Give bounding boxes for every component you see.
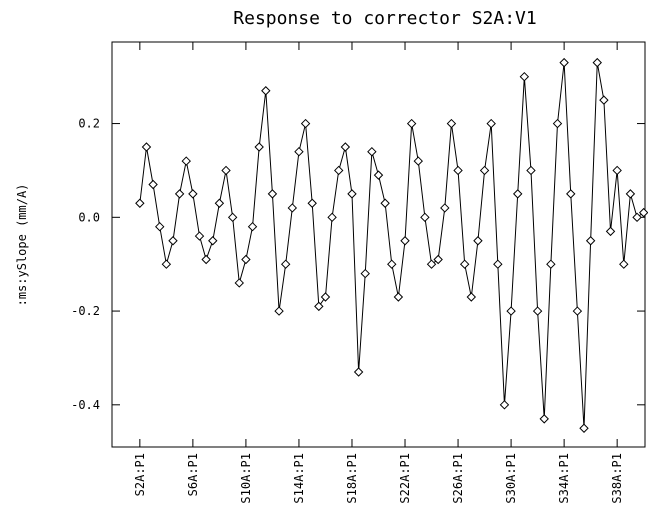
y-tick-label: 0.2	[78, 117, 100, 131]
point-marker	[513, 189, 523, 199]
point-marker	[612, 165, 622, 176]
point-marker	[267, 189, 278, 199]
point-marker	[188, 189, 198, 199]
point-marker	[168, 236, 178, 246]
point-marker	[519, 71, 530, 82]
point-marker	[274, 306, 284, 316]
point-marker	[552, 118, 563, 129]
point-marker	[208, 236, 218, 246]
x-tick-label: S6A:P1	[186, 453, 200, 496]
point-marker	[234, 278, 244, 288]
point-marker	[420, 212, 430, 223]
point-marker	[194, 231, 205, 241]
point-marker	[320, 292, 331, 302]
point-marker	[585, 236, 596, 246]
point-marker	[406, 118, 417, 129]
point-marker	[373, 170, 384, 180]
point-marker	[566, 189, 576, 199]
point-marker	[473, 236, 483, 246]
point-marker	[280, 259, 291, 269]
point-marker	[433, 254, 443, 265]
point-marker	[426, 259, 437, 269]
point-marker	[486, 118, 496, 129]
point-marker	[413, 156, 423, 166]
point-marker	[314, 301, 324, 312]
point-marker	[559, 57, 569, 68]
point-marker	[340, 142, 351, 152]
x-tick-label: S22A:P1	[398, 453, 412, 504]
point-marker	[400, 236, 410, 246]
y-tick-label: 0.0	[78, 210, 100, 224]
point-marker	[638, 207, 648, 218]
point-marker	[572, 306, 583, 316]
point-marker	[181, 156, 191, 166]
x-tick-label: S2A:P1	[133, 453, 147, 496]
x-tick-label: S18A:P1	[345, 453, 359, 504]
point-marker	[479, 165, 490, 176]
point-marker	[506, 306, 516, 316]
point-marker	[141, 142, 152, 152]
point-marker	[247, 221, 258, 232]
point-marker	[539, 414, 549, 424]
point-marker	[632, 212, 642, 223]
point-marker	[241, 254, 251, 265]
plot-frame	[111, 41, 646, 448]
point-marker	[459, 259, 470, 269]
point-marker	[387, 259, 397, 269]
point-marker	[619, 259, 629, 269]
x-tick-label: S26A:P1	[451, 453, 465, 504]
point-marker	[393, 292, 404, 302]
point-marker	[201, 254, 211, 265]
x-tick-label: S38A:P1	[610, 453, 624, 504]
point-marker	[174, 189, 185, 199]
point-marker	[148, 179, 158, 190]
point-marker	[493, 259, 503, 269]
point-marker	[287, 203, 298, 213]
point-marker	[466, 292, 477, 302]
point-marker	[214, 198, 225, 208]
point-marker	[579, 423, 589, 433]
point-marker	[254, 142, 264, 152]
point-marker	[453, 165, 463, 176]
point-marker	[446, 118, 457, 129]
point-marker	[294, 146, 304, 157]
series-line	[139, 62, 644, 429]
x-tick-label: S10A:P1	[239, 453, 253, 504]
point-marker	[221, 165, 231, 176]
point-marker	[367, 146, 377, 157]
point-marker	[592, 57, 602, 68]
point-marker	[227, 212, 238, 223]
point-marker	[546, 259, 556, 269]
point-marker	[353, 367, 364, 377]
point-marker	[380, 198, 390, 208]
x-tick-label: S14A:P1	[292, 453, 306, 504]
point-marker	[135, 198, 145, 208]
y-tick-label: -0.2	[71, 304, 100, 318]
chart-title: Response to corrector S2A:V1	[233, 8, 536, 29]
point-marker	[440, 203, 450, 213]
point-marker	[161, 259, 172, 269]
x-tick-label: S34A:P1	[557, 453, 571, 504]
point-marker	[334, 165, 344, 176]
point-marker	[155, 221, 165, 232]
point-marker	[300, 118, 311, 129]
point-marker	[605, 226, 616, 237]
x-tick-label: S30A:P1	[504, 453, 518, 504]
point-marker	[599, 95, 609, 105]
point-marker	[327, 212, 337, 223]
y-axis-label: :ms:ySlope (mm/A)	[15, 184, 29, 307]
point-marker	[261, 86, 271, 96]
point-marker	[347, 189, 357, 199]
point-marker	[625, 189, 636, 199]
y-tick-label: -0.4	[71, 398, 100, 412]
point-marker	[360, 268, 370, 279]
point-marker	[307, 198, 317, 208]
point-marker	[532, 306, 543, 316]
point-marker	[499, 400, 510, 410]
point-marker	[526, 165, 536, 176]
